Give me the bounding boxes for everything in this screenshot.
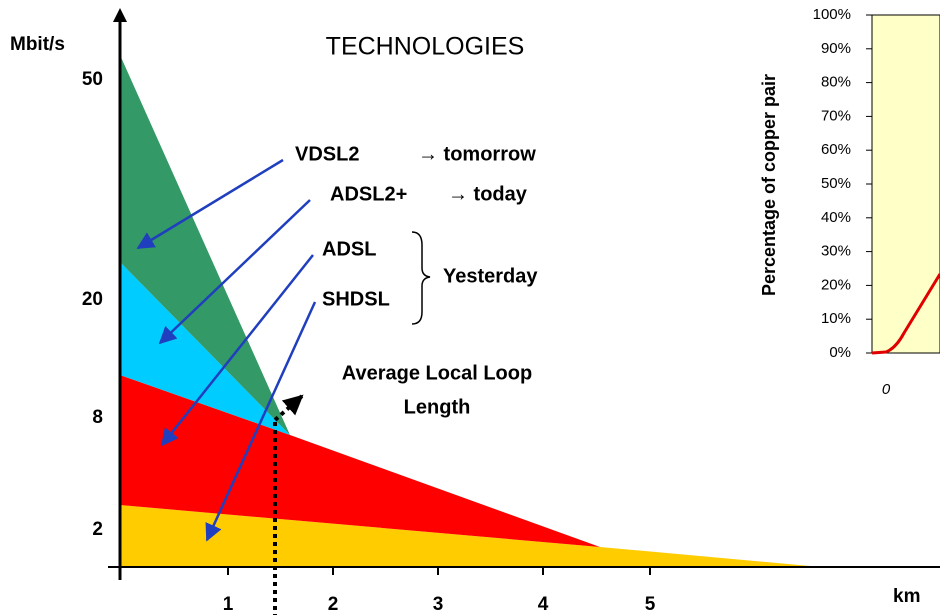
inset-tick-label: 50%: [821, 175, 851, 192]
loop-arrow: [273, 394, 304, 422]
label: ADSL: [322, 238, 376, 260]
label: SHDSL: [322, 288, 390, 310]
label: ADSL2+: [330, 183, 407, 205]
label: Average Local Loop: [342, 362, 532, 384]
label: → today: [448, 183, 528, 205]
inset-tick-label: 90%: [821, 40, 851, 57]
y-tick-label: 8: [92, 407, 103, 428]
shdsl-area: [120, 505, 810, 566]
inset-curve: [871, 273, 940, 355]
y-tick-label: 50: [82, 69, 103, 90]
x-tick-label: 5: [645, 594, 656, 615]
y-tick-label: 20: [82, 289, 103, 310]
inset-tick-label: 10%: [821, 310, 851, 327]
x-axis-label: km: [893, 586, 920, 607]
adsl-area: [120, 375, 600, 547]
brace: [411, 231, 431, 325]
vdsl2-area: [120, 55, 290, 435]
arrow: [205, 301, 317, 542]
y-axis-arrow: [113, 8, 127, 22]
title: TECHNOLOGIES: [326, 33, 525, 61]
inset-x-tick: 0: [882, 381, 891, 398]
label: Yesterday: [443, 265, 538, 287]
pointer-arrows: [136, 158, 317, 542]
inset-ticks: 0% 10% 20% 30% 40% 50% 60% 70% 80% 90% 100%: [813, 6, 872, 361]
x-tick-label: 3: [433, 594, 444, 615]
x-ticks: 1 2 3 4 5: [223, 567, 656, 615]
inset-tick-label: 20%: [821, 276, 851, 293]
label: Length: [404, 396, 471, 418]
x-tick-label: 2: [328, 594, 339, 615]
inset-tick-label: 100%: [813, 6, 851, 23]
y-tick-label: 2: [92, 519, 103, 540]
inset-plot: [871, 14, 940, 354]
inset-tick-label: 0%: [829, 344, 851, 361]
y-ticks: 50 20 8 2: [82, 69, 103, 540]
y-axis-label: Mbit/s: [10, 34, 65, 55]
arrow: [160, 254, 314, 447]
x-tick-label: 1: [223, 594, 234, 615]
inset-y-label: Percentage of copper pair: [759, 74, 779, 296]
inset-tick-label: 60%: [821, 141, 851, 158]
arrow: [158, 199, 311, 345]
inset-tick-label: 40%: [821, 209, 851, 226]
arrow: [136, 158, 284, 250]
inset-tick-label: 30%: [821, 243, 851, 260]
label: VDSL2: [295, 143, 359, 165]
label: → tomorrow: [418, 143, 536, 165]
inset-tick-label: 70%: [821, 107, 851, 124]
inset-tick-label: 80%: [821, 74, 851, 91]
x-tick-label: 4: [538, 594, 549, 615]
